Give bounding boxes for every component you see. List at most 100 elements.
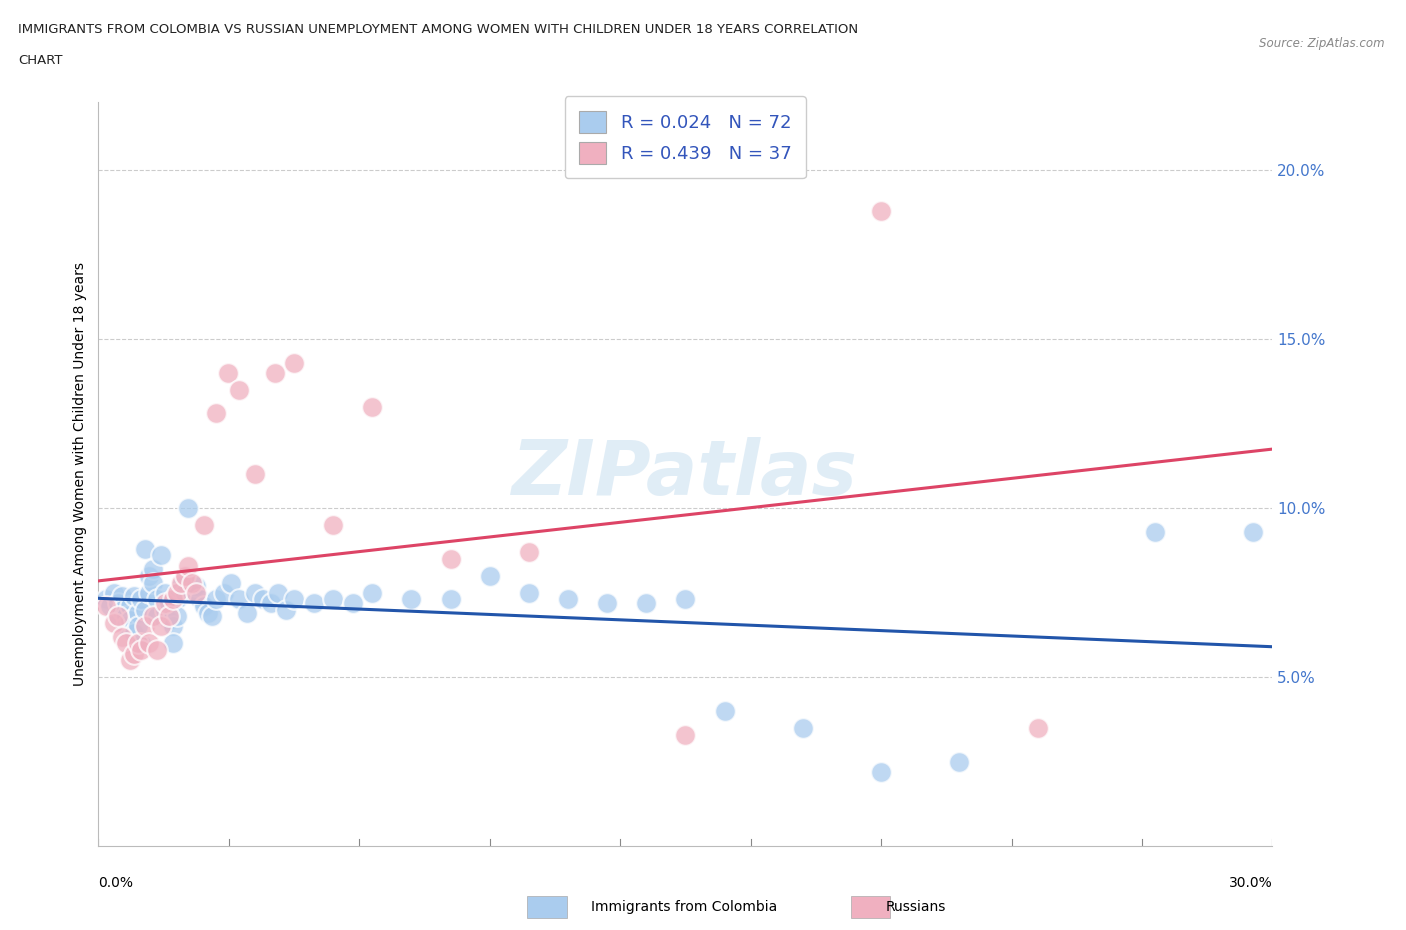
Point <box>186 585 208 600</box>
Point <box>142 562 165 577</box>
Point <box>193 518 215 533</box>
Point <box>675 592 697 607</box>
Point <box>173 585 195 600</box>
Point <box>131 592 153 607</box>
Point <box>103 616 125 631</box>
Point <box>162 619 184 634</box>
Point <box>134 541 156 556</box>
Point <box>114 609 136 624</box>
Point <box>243 585 266 600</box>
Point <box>212 585 235 600</box>
Point <box>138 636 160 651</box>
Point <box>792 721 814 736</box>
Text: IMMIGRANTS FROM COLOMBIA VS RUSSIAN UNEMPLOYMENT AMONG WOMEN WITH CHILDREN UNDER: IMMIGRANTS FROM COLOMBIA VS RUSSIAN UNEM… <box>18 23 859 36</box>
Point <box>221 575 243 590</box>
Point <box>236 605 259 620</box>
Point <box>107 595 129 610</box>
Point <box>243 467 266 482</box>
Point <box>146 592 169 607</box>
Point <box>557 592 579 607</box>
Point <box>870 203 893 218</box>
Point <box>217 365 239 380</box>
Point <box>111 589 134 604</box>
Point <box>302 595 325 610</box>
Point <box>153 602 176 617</box>
Point <box>166 609 188 624</box>
Point <box>118 612 141 627</box>
Point <box>150 619 173 634</box>
Point <box>138 585 160 600</box>
Point <box>283 355 305 370</box>
Point <box>162 592 184 607</box>
Point <box>122 646 145 661</box>
Text: Immigrants from Colombia: Immigrants from Colombia <box>591 899 776 914</box>
Point <box>127 619 149 634</box>
Point <box>193 599 215 614</box>
Point <box>98 599 121 614</box>
Point <box>361 399 384 414</box>
Point <box>114 619 136 634</box>
Point <box>322 518 344 533</box>
Point <box>263 365 285 380</box>
Point <box>1241 525 1264 539</box>
Point <box>1026 721 1049 736</box>
Point <box>131 636 153 651</box>
Legend: R = 0.024   N = 72, R = 0.439   N = 37: R = 0.024 N = 72, R = 0.439 N = 37 <box>565 97 806 179</box>
Point <box>169 578 191 593</box>
Text: CHART: CHART <box>18 54 63 67</box>
Point <box>205 406 228 421</box>
Point <box>134 602 156 617</box>
Point <box>401 592 423 607</box>
Point <box>107 609 129 624</box>
Point <box>201 609 224 624</box>
Point <box>177 500 200 515</box>
Point <box>713 704 735 719</box>
Point <box>169 575 191 590</box>
Point <box>186 578 208 593</box>
Point <box>146 609 169 624</box>
Point <box>127 636 149 651</box>
Point <box>142 609 165 624</box>
Point <box>127 605 149 620</box>
Point <box>157 595 180 610</box>
Point <box>361 585 384 600</box>
Point <box>259 595 281 610</box>
Text: 0.0%: 0.0% <box>98 876 134 890</box>
Point <box>252 592 274 607</box>
Point <box>142 575 165 590</box>
Point <box>162 636 184 651</box>
Point <box>948 754 970 769</box>
Point <box>118 599 141 614</box>
Y-axis label: Unemployment Among Women with Children Under 18 years: Unemployment Among Women with Children U… <box>73 262 87 686</box>
Point <box>342 595 364 610</box>
Text: Russians: Russians <box>886 899 946 914</box>
Point <box>157 612 180 627</box>
Point <box>197 605 219 620</box>
Point <box>440 592 463 607</box>
Point <box>517 545 540 560</box>
Point <box>122 589 145 604</box>
Point <box>96 592 118 607</box>
Point <box>517 585 540 600</box>
Point <box>228 592 250 607</box>
Point <box>276 602 298 617</box>
Point <box>267 585 290 600</box>
Point <box>150 548 173 563</box>
Point <box>228 382 250 397</box>
Point <box>96 599 118 614</box>
Point <box>166 592 188 607</box>
Point <box>173 568 195 583</box>
Text: 30.0%: 30.0% <box>1229 876 1272 890</box>
Point <box>111 602 134 617</box>
Point <box>283 592 305 607</box>
Point <box>478 568 501 583</box>
Point <box>596 595 619 610</box>
Point <box>131 643 153 658</box>
Point <box>636 595 658 610</box>
Point <box>114 636 136 651</box>
Point <box>177 558 200 573</box>
Point <box>138 568 160 583</box>
Point <box>181 585 204 600</box>
Point <box>122 626 145 641</box>
Point <box>107 609 129 624</box>
